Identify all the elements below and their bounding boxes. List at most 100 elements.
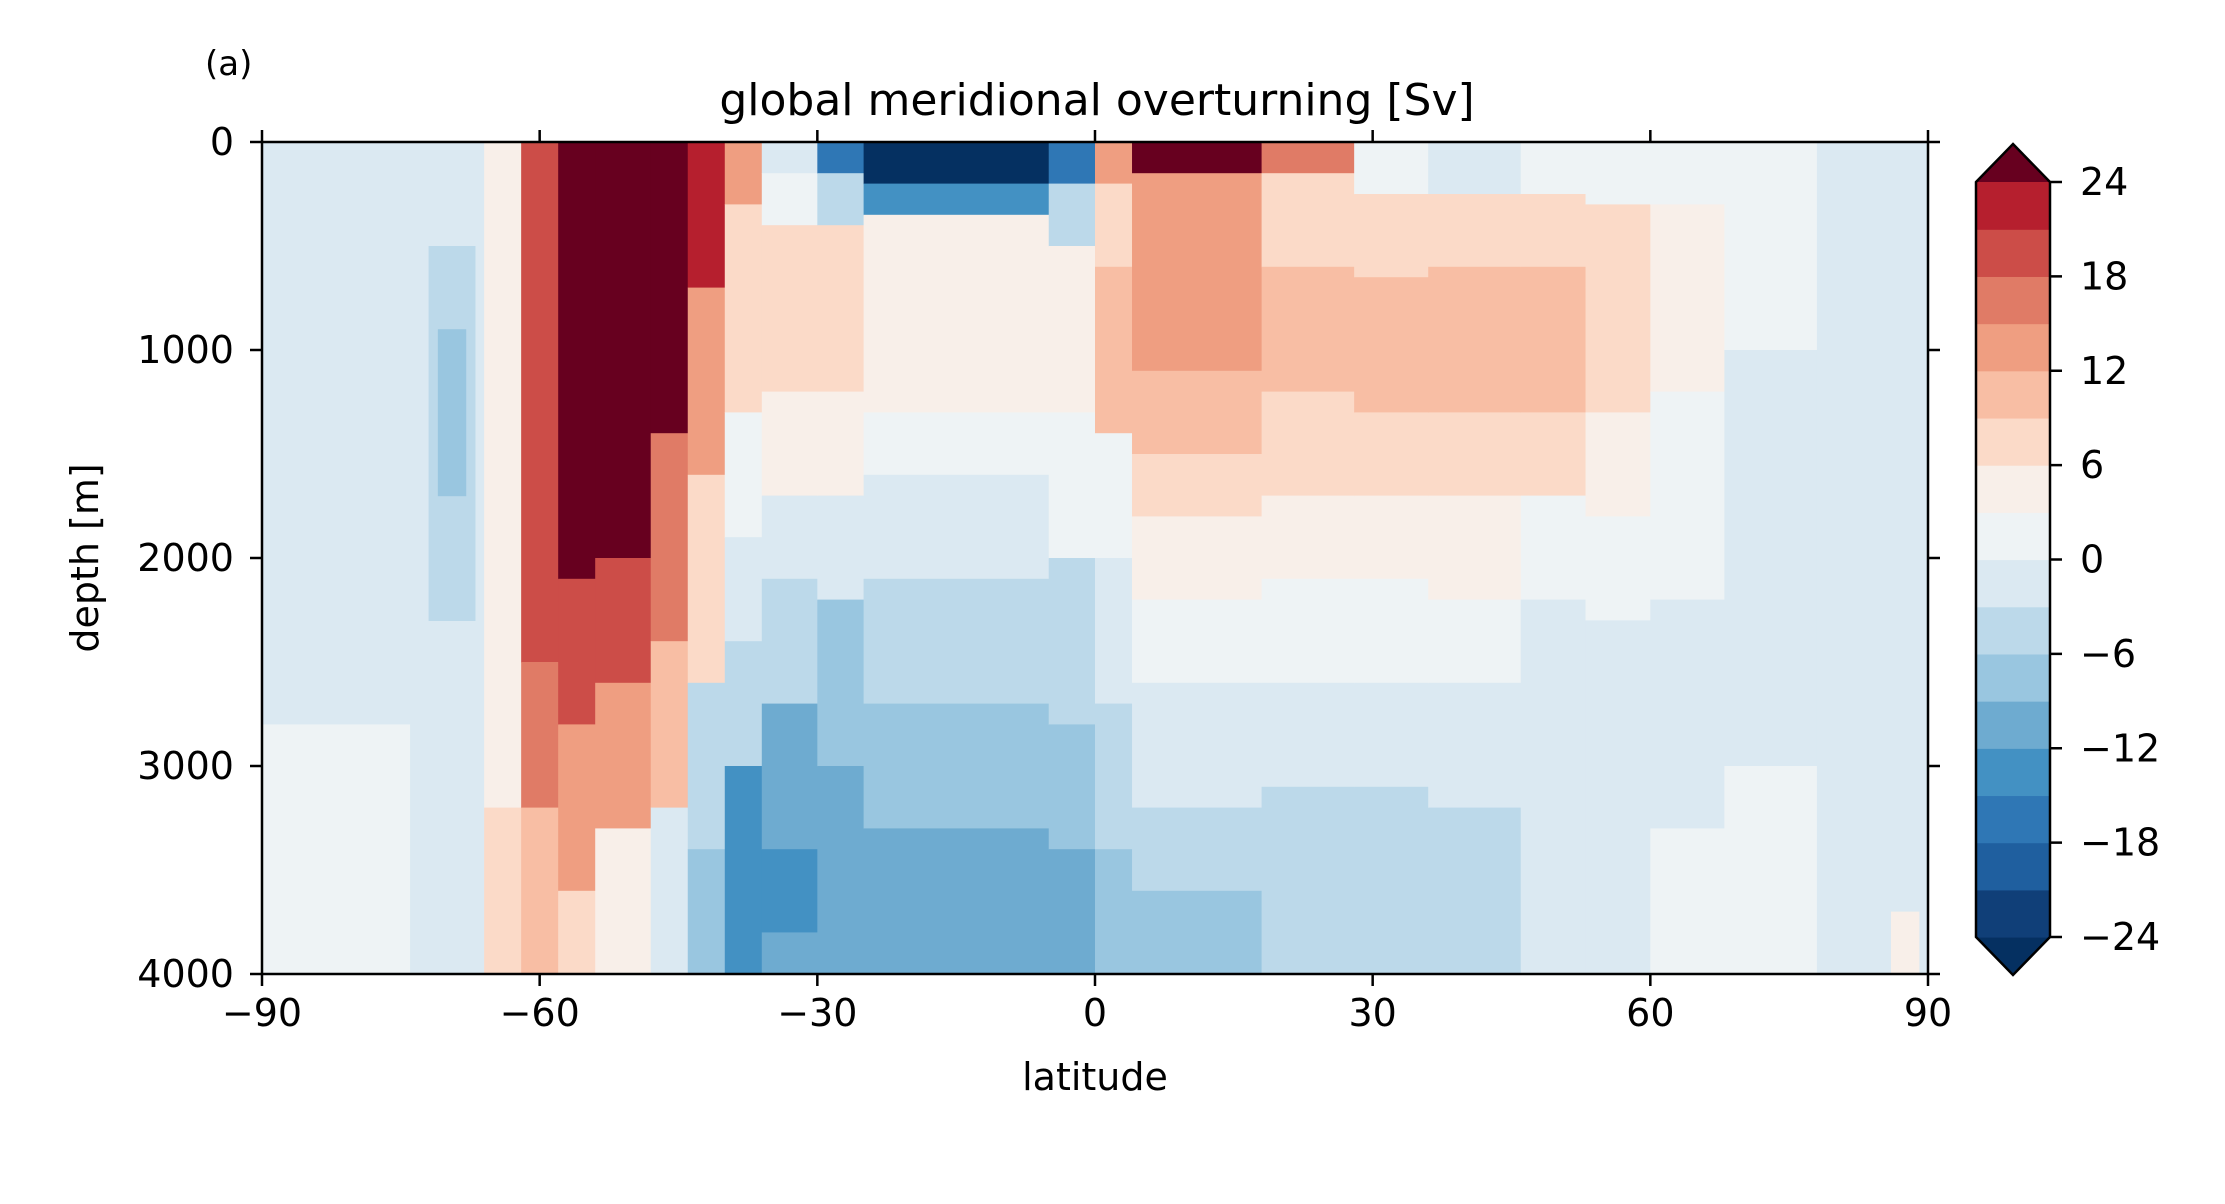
colorbar-swatch <box>1976 889 2050 938</box>
heatmap-cell <box>817 599 865 767</box>
heatmap-cell <box>1132 173 1263 247</box>
heatmap-cell <box>1428 807 1522 975</box>
x-tick-label: −30 <box>777 991 857 1035</box>
heatmap-cell <box>1095 142 1133 185</box>
heatmap-cell <box>1354 142 1429 195</box>
x-tick-label: 0 <box>1083 991 1107 1035</box>
heatmap-cell <box>687 142 726 289</box>
x-axis: −90 −60 −30 0 30 60 90 <box>222 130 1952 1035</box>
colorbar: 24 18 12 6 0 −6 −12 −18 −24 <box>1974 142 2160 977</box>
x-axis-label: latitude <box>1022 1055 1168 1099</box>
heatmap-cell <box>1724 766 1818 975</box>
y-tick-label: 0 <box>210 120 234 164</box>
heatmap-cell <box>521 662 559 809</box>
heatmap-cell <box>1354 786 1429 975</box>
colorbar-tick-label: 12 <box>2080 349 2128 393</box>
heatmap-cell <box>1048 142 1096 185</box>
heatmap-cell <box>761 849 818 933</box>
heatmap-cell <box>1132 599 1263 684</box>
heatmap-cell <box>1428 266 1522 413</box>
colorbar-swatch <box>1976 606 2050 655</box>
heatmap-cell <box>1048 724 1096 850</box>
heatmap-cell <box>595 558 652 684</box>
heatmap-cell <box>761 391 818 497</box>
heatmap-cell <box>863 703 1050 829</box>
colorbar-swatch <box>1976 370 2050 419</box>
heatmap-cell <box>558 724 596 892</box>
heatmap-cell <box>1650 142 1725 205</box>
heatmap-cell <box>1261 495 1355 580</box>
heatmap-cell <box>1724 350 1818 767</box>
heatmap-cell <box>1428 194 1522 268</box>
heatmap-cell <box>1650 204 1725 393</box>
heatmap-cell <box>1354 682 1429 788</box>
heatmap-cell <box>595 142 652 559</box>
heatmap-cell <box>650 433 689 642</box>
heatmap-cell <box>1095 266 1133 434</box>
y-axis: 0 1000 2000 3000 4000 <box>137 120 1940 996</box>
heatmap-cell <box>724 412 763 538</box>
colorbar-tick-label: −12 <box>2080 726 2160 770</box>
heatmap-cell <box>863 183 1050 216</box>
heatmap-cell <box>761 173 818 226</box>
x-tick-label: 60 <box>1626 991 1674 1035</box>
heatmap-cell <box>262 724 411 975</box>
heatmap-cell <box>1428 412 1522 497</box>
heatmap-cell <box>484 142 522 809</box>
heatmap-cell <box>1132 246 1263 372</box>
heatmap-cell <box>1048 558 1096 725</box>
colorbar-swatch <box>1976 795 2050 844</box>
heatmap-cell <box>724 142 763 205</box>
heatmap-cell <box>817 766 865 975</box>
colorbar-tick-label: −18 <box>2080 821 2160 865</box>
colorbar-extend-min <box>1976 937 2050 975</box>
heatmap-cell <box>558 142 596 580</box>
heatmap-cell <box>863 142 1050 185</box>
heatmap-cell <box>687 287 726 476</box>
y-axis-label: depth [m] <box>63 463 107 652</box>
heatmap-cell <box>687 682 726 850</box>
heatmap-cell <box>595 828 652 975</box>
heatmap-cell <box>724 204 763 413</box>
heatmap-cell <box>1816 142 1929 975</box>
heatmap-cell <box>437 329 467 497</box>
heatmap-cell <box>521 142 559 663</box>
colorbar-swatch <box>1976 559 2050 608</box>
heatmap-cell <box>1048 246 1096 413</box>
heatmap-cell <box>1585 620 1651 975</box>
heatmap-cell <box>558 890 596 975</box>
heatmap-cell <box>1428 142 1522 195</box>
heatmap-cell <box>761 932 818 975</box>
heatmap-cell <box>1520 495 1587 601</box>
heatmap-cell <box>650 641 689 809</box>
heatmap-cell <box>558 578 596 725</box>
heatmap-cell <box>1095 703 1133 850</box>
heatmap-cell <box>1585 412 1651 517</box>
heatmap-cell <box>687 849 726 975</box>
heatmap-cell <box>521 807 559 975</box>
heatmap-cell <box>761 495 818 580</box>
heatmap-cell <box>650 142 689 434</box>
heatmap-cell <box>1650 391 1725 601</box>
heatmap-cell <box>1520 142 1587 195</box>
colorbar-tick-label: 6 <box>2080 443 2104 487</box>
heatmap-cell <box>1520 266 1587 413</box>
panel-label: (a) <box>205 44 252 84</box>
x-tick-label: −60 <box>500 991 580 1035</box>
heatmap-cell <box>1261 682 1355 788</box>
heatmap-cell <box>1585 204 1651 289</box>
heatmap-cell <box>1520 194 1587 268</box>
colorbar-swatch <box>1976 417 2050 466</box>
heatmap-cell <box>1428 495 1522 601</box>
heatmap-cell <box>863 578 1050 705</box>
heatmap-cell <box>817 495 865 601</box>
heatmap-cell <box>1650 599 1725 829</box>
colorbar-swatch <box>1976 229 2050 277</box>
heatmap-cell <box>1095 558 1133 705</box>
heatmap-cell <box>1261 391 1355 497</box>
colorbar-tick-label: 18 <box>2080 254 2128 298</box>
colorbar-tick-label: −24 <box>2080 915 2160 959</box>
heatmap-cell <box>1650 828 1725 975</box>
heatmap-cell <box>687 474 726 684</box>
